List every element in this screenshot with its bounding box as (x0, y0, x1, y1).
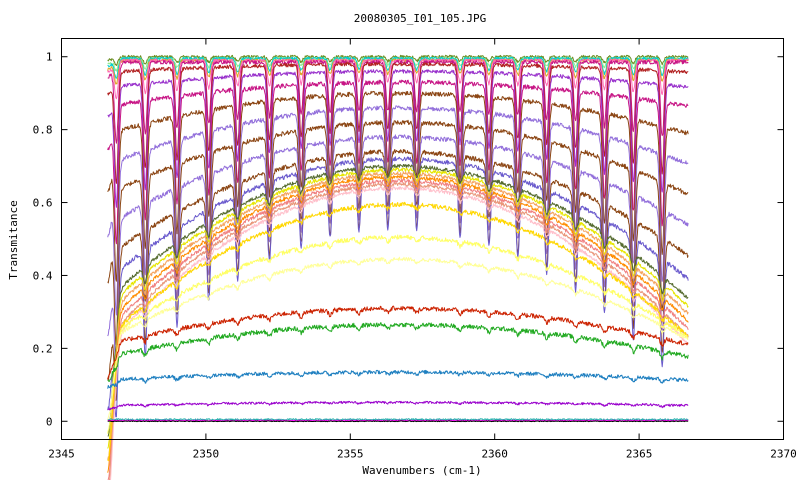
y-axis-label: Transmitance (7, 200, 20, 279)
x-tick-label: 2355 (337, 448, 364, 461)
plot-frame (61, 38, 784, 440)
chart-title: 20080305_I01_105.JPG (354, 12, 486, 25)
x-tick-label: 2350 (193, 448, 220, 461)
series-line (107, 105, 689, 316)
series-line (107, 69, 689, 208)
series-line (107, 163, 689, 437)
series-line (107, 234, 689, 434)
series-line (107, 256, 689, 421)
y-axis: 0 0.2 0.4 0.6 0.8 1 (33, 51, 784, 428)
series-line (107, 119, 689, 348)
x-axis-label: Wavenumbers (cm-1) (362, 464, 481, 477)
series-line (107, 134, 689, 377)
series-line (107, 167, 689, 449)
series-line (107, 149, 689, 401)
series-line (107, 90, 689, 282)
series-line (107, 54, 689, 66)
series-line (107, 419, 689, 422)
series-line (107, 369, 689, 389)
series-line (107, 178, 689, 480)
x-tick-label: 2365 (626, 448, 653, 461)
x-tick-label: 2360 (481, 448, 508, 461)
series-line (107, 58, 689, 100)
series-line (107, 174, 689, 473)
y-tick-label: 0 (46, 415, 53, 428)
y-tick-label: 0.6 (33, 197, 53, 210)
y-tick-label: 1 (46, 51, 53, 64)
series-line (109, 182, 689, 480)
series-line (107, 322, 689, 382)
series-line (107, 171, 689, 460)
series-line (107, 61, 689, 184)
series-line (107, 305, 689, 380)
series-line (107, 79, 689, 245)
x-tick-label: 2345 (48, 448, 75, 461)
series-line (107, 400, 689, 411)
y-tick-label: 0.2 (33, 342, 53, 355)
y-tick-label: 0.4 (33, 269, 53, 282)
x-axis: 2345 2350 2355 2360 2365 2370 (48, 38, 797, 461)
y-tick-label: 0.8 (33, 124, 53, 137)
series-line (107, 156, 689, 418)
series-traces (107, 54, 689, 480)
series-line (107, 59, 689, 144)
x-tick-label: 2370 (770, 448, 797, 461)
series-line (110, 186, 689, 480)
series-line (107, 201, 689, 462)
series-line (107, 420, 689, 423)
